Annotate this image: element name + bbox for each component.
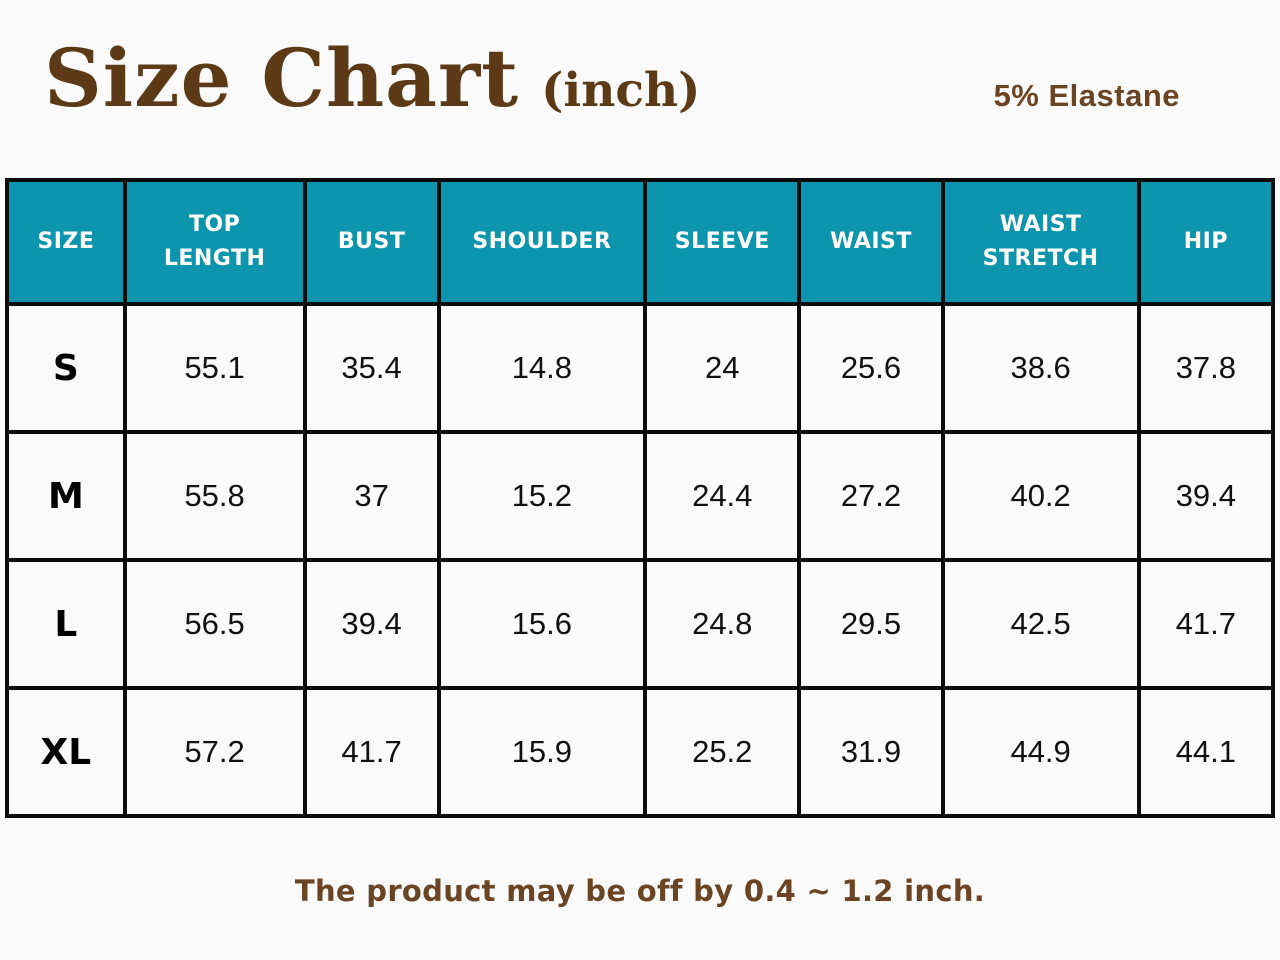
- value-cell: 56.5: [122, 558, 307, 690]
- value-cell: 29.5: [797, 558, 945, 690]
- value-cell: 24: [643, 302, 802, 434]
- value-cell: 44.9: [940, 686, 1141, 818]
- table-row-m: M 55.8 37 15.2 24.4 27.2 40.2 39.4: [5, 430, 1276, 562]
- value-cell: 15.2: [436, 430, 648, 562]
- column-header-bust: BUST: [302, 178, 441, 306]
- value-cell: 14.8: [436, 302, 648, 434]
- value-cell: 41.7: [302, 686, 441, 818]
- unit-label: (inch): [541, 63, 701, 118]
- column-header-waist-stretch: WAIST STRETCH: [940, 178, 1141, 306]
- size-cell: L: [5, 558, 127, 690]
- material-note: 5% Elastane: [993, 78, 1180, 113]
- size-cell: XL: [5, 686, 127, 818]
- column-header-size: SIZE: [5, 178, 127, 306]
- value-cell: 35.4: [302, 302, 441, 434]
- column-header-hip: HIP: [1136, 178, 1276, 306]
- size-chart-table: SIZE TOP LENGTH BUST SHOULDER SLEEVE WAI…: [5, 178, 1276, 818]
- value-cell: 31.9: [797, 686, 945, 818]
- table-row-xl: XL 57.2 41.7 15.9 25.2 31.9 44.9 44.1: [5, 686, 1276, 818]
- header-row: SIZE TOP LENGTH BUST SHOULDER SLEEVE WAI…: [5, 178, 1276, 306]
- table-row-l: L 56.5 39.4 15.6 24.8 29.5 42.5 41.7: [5, 558, 1276, 690]
- value-cell: 39.4: [1136, 430, 1276, 562]
- value-cell: 39.4: [302, 558, 441, 690]
- value-cell: 15.6: [436, 558, 648, 690]
- title-row: Size Chart (inch) 5% Elastane: [0, 0, 1280, 176]
- value-cell: 37: [302, 430, 441, 562]
- tolerance-note: The product may be off by 0.4 ~ 1.2 inch…: [294, 874, 986, 908]
- value-cell: 42.5: [940, 558, 1141, 690]
- value-cell: 44.1: [1136, 686, 1276, 818]
- value-cell: 57.2: [122, 686, 307, 818]
- page-title: Size Chart: [44, 31, 520, 125]
- size-cell: M: [5, 430, 127, 562]
- column-header-top-length: TOP LENGTH: [122, 178, 307, 306]
- value-cell: 15.9: [436, 686, 648, 818]
- value-cell: 40.2: [940, 430, 1141, 562]
- table-row-s: S 55.1 35.4 14.8 24 25.6 38.6 37.8: [5, 302, 1276, 434]
- value-cell: 38.6: [940, 302, 1141, 434]
- value-cell: 41.7: [1136, 558, 1276, 690]
- column-header-sleeve: SLEEVE: [643, 178, 802, 306]
- value-cell: 27.2: [797, 430, 945, 562]
- value-cell: 25.6: [797, 302, 945, 434]
- value-cell: 24.4: [643, 430, 802, 562]
- value-cell: 37.8: [1136, 302, 1276, 434]
- title-group: Size Chart (inch): [44, 28, 700, 128]
- value-cell: 55.1: [122, 302, 307, 434]
- column-header-waist: WAIST: [797, 178, 945, 306]
- size-cell: S: [5, 302, 127, 434]
- value-cell: 25.2: [643, 686, 802, 818]
- column-header-shoulder: SHOULDER: [436, 178, 648, 306]
- value-cell: 55.8: [122, 430, 307, 562]
- value-cell: 24.8: [643, 558, 802, 690]
